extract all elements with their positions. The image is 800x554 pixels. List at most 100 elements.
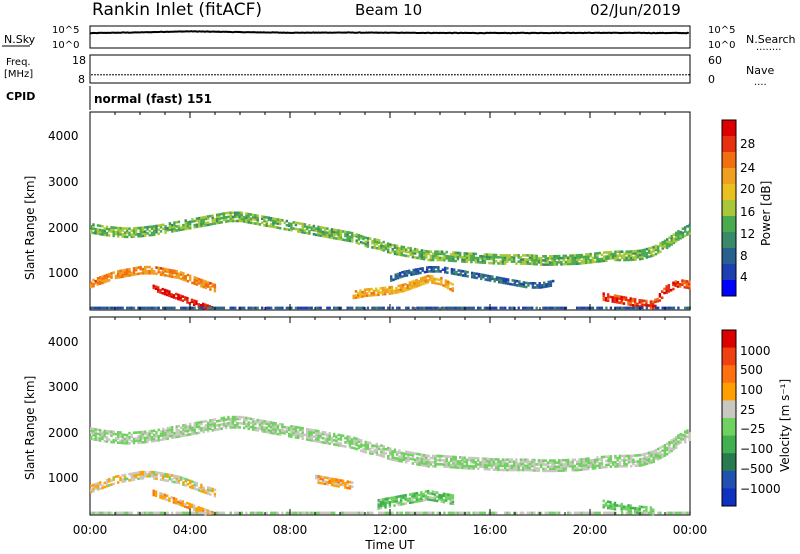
heatmap-cell xyxy=(220,417,223,420)
freq-point xyxy=(115,74,117,76)
heatmap-cell xyxy=(591,306,595,310)
heatmap-cell xyxy=(679,232,682,236)
heatmap-cell xyxy=(153,231,156,234)
heatmap-cell xyxy=(130,273,133,277)
heatmap-cell xyxy=(382,249,385,252)
heatmap-cell xyxy=(659,452,662,456)
heatmap-cell xyxy=(381,291,385,294)
heatmap-cell xyxy=(433,279,436,283)
heatmap-cell xyxy=(438,493,441,497)
heatmap-cell xyxy=(267,224,271,228)
heatmap-cell xyxy=(625,296,628,300)
heatmap-cell xyxy=(536,284,539,287)
heatmap-cell xyxy=(290,425,293,428)
heatmap-cell xyxy=(652,508,655,512)
heatmap-cell xyxy=(326,511,329,515)
heatmap-cell xyxy=(389,251,392,255)
heatmap-cell xyxy=(411,511,415,515)
heatmap-cell xyxy=(382,504,385,507)
heatmap-cell xyxy=(468,252,471,255)
heatmap-cell xyxy=(459,273,463,277)
heatmap-cell xyxy=(153,470,156,474)
heatmap-cell xyxy=(531,469,534,472)
heatmap-cell xyxy=(132,474,136,477)
heatmap-cell xyxy=(310,228,313,232)
heatmap-cell xyxy=(123,231,127,234)
heatmap-cell xyxy=(426,274,430,278)
heatmap-cell xyxy=(677,511,680,515)
heatmap-cell xyxy=(360,443,363,446)
heatmap-cell xyxy=(382,502,385,505)
heatmap-cell xyxy=(146,438,149,442)
heatmap-cell xyxy=(202,285,205,289)
heatmap-cell xyxy=(90,437,93,441)
heatmap-cell xyxy=(640,505,644,509)
heatmap-cell xyxy=(549,263,552,266)
heatmap-cell xyxy=(229,215,232,219)
heatmap-cell xyxy=(204,424,208,427)
heatmap-cell xyxy=(144,511,147,515)
heatmap-cell xyxy=(489,277,492,280)
heatmap-cell xyxy=(549,257,552,260)
heatmap-cell xyxy=(193,223,196,227)
heatmap-cell xyxy=(391,498,394,502)
heatmap-cell xyxy=(663,450,667,453)
velocity-colorbar-segment xyxy=(722,365,736,384)
heatmap-cell xyxy=(207,285,210,288)
heatmap-cell xyxy=(645,303,648,307)
heatmap-cell xyxy=(665,289,668,292)
freq-point xyxy=(370,74,372,76)
heatmap-cell xyxy=(366,292,369,295)
heatmap-cell xyxy=(315,229,318,232)
heatmap-cell xyxy=(558,469,561,472)
heatmap-cell xyxy=(294,427,298,431)
heatmap-cell xyxy=(436,454,439,458)
heatmap-cell xyxy=(393,250,397,253)
freq-point xyxy=(649,74,651,76)
heatmap-cell xyxy=(372,291,376,295)
heatmap-cell xyxy=(546,511,550,515)
heatmap-cell xyxy=(317,477,320,480)
heatmap-cell xyxy=(339,442,343,445)
heatmap-cell xyxy=(413,500,416,504)
heatmap-cell xyxy=(168,434,172,438)
freq-point xyxy=(292,74,294,76)
heatmap-cell xyxy=(335,441,338,445)
freq-point xyxy=(484,74,486,76)
heatmap-cell xyxy=(681,281,684,284)
heatmap-cell xyxy=(184,306,187,310)
heatmap-cell xyxy=(533,462,536,466)
heatmap-cell xyxy=(112,478,115,481)
heatmap-cell xyxy=(416,256,419,260)
heatmap-cell xyxy=(463,458,466,462)
heatmap-cell xyxy=(99,439,102,442)
heatmap-cell xyxy=(641,255,644,258)
heatmap-cell xyxy=(666,306,669,310)
heatmap-cell xyxy=(321,441,325,444)
heatmap-cell xyxy=(234,306,237,310)
heatmap-cell xyxy=(528,258,532,261)
heatmap-cell xyxy=(263,428,266,431)
heatmap-cell xyxy=(128,306,131,310)
heatmap-cell xyxy=(479,306,482,310)
heatmap-cell xyxy=(384,292,387,296)
heatmap-cell xyxy=(191,480,194,483)
heatmap-cell xyxy=(375,240,379,244)
heatmap-cell xyxy=(639,453,642,457)
freq-label: Freq. xyxy=(6,57,31,68)
heatmap-cell xyxy=(123,274,127,278)
heatmap-cell xyxy=(168,473,172,477)
heatmap-cell xyxy=(594,464,597,468)
heatmap-cell xyxy=(337,229,340,232)
heatmap-cell xyxy=(625,458,628,462)
heatmap-cell xyxy=(346,239,349,242)
heatmap-cell xyxy=(276,222,280,225)
heatmap-cell xyxy=(396,457,399,460)
heatmap-cell xyxy=(195,488,199,491)
heatmap-cell xyxy=(198,427,201,430)
heatmap-cell xyxy=(433,495,437,498)
heatmap-cell xyxy=(474,256,478,260)
heatmap-cell xyxy=(396,276,400,280)
heatmap-cell xyxy=(99,228,102,232)
heatmap-cell xyxy=(425,252,428,255)
